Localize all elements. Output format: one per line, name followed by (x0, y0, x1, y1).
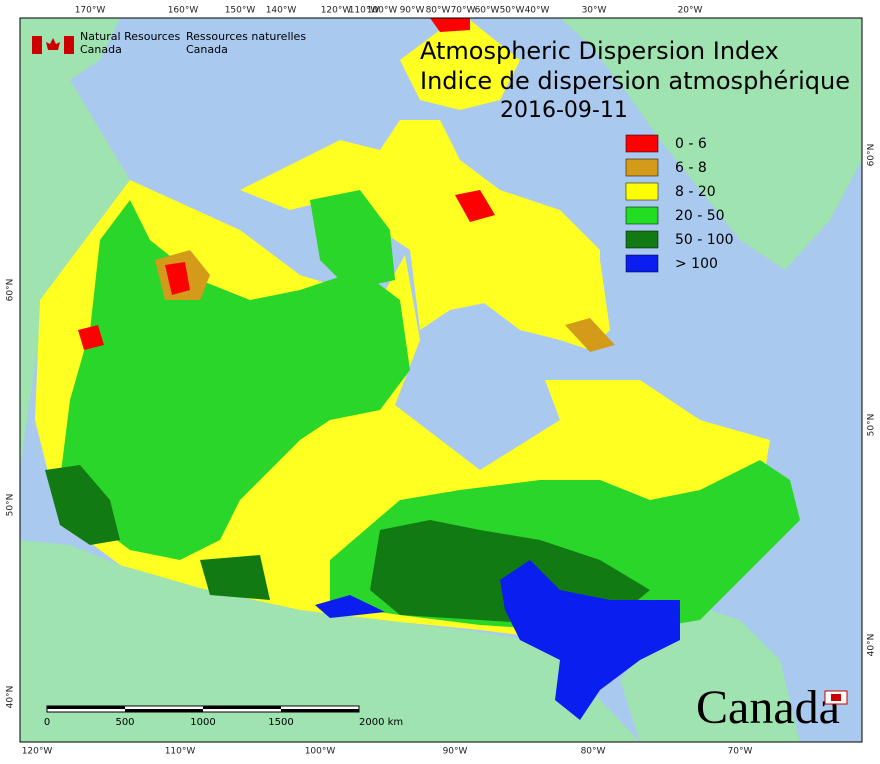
alaska (20, 18, 130, 470)
zone-red-3 (78, 325, 104, 350)
top-label: 40°W (525, 6, 550, 16)
agency-fr: Canada (186, 43, 228, 56)
bottom-label: 80°W (581, 747, 606, 757)
zone-blue-west (315, 595, 385, 618)
zone-blue (500, 560, 680, 720)
title: Indice de dispersion atmosphérique (420, 67, 850, 95)
flag-left (32, 36, 42, 54)
legend-swatch (625, 254, 659, 273)
zone-green-nw (310, 190, 395, 290)
bottom-label: 70°W (728, 747, 753, 757)
agency-en: Natural Resources (80, 30, 181, 43)
legend-swatch (625, 134, 659, 153)
bottom-label: 110°W (165, 747, 196, 757)
top-label: 60°W (475, 6, 500, 16)
top-label: 30°W (582, 6, 607, 16)
legend-label: 6 - 8 (675, 160, 707, 176)
top-label: 90°W (400, 6, 425, 16)
greenland (560, 18, 862, 270)
wordmark: Canada (696, 681, 840, 734)
flag-right (64, 36, 74, 54)
top-label: 100°W (367, 6, 398, 16)
agency-en: Canada (80, 43, 122, 56)
zone-red (165, 262, 190, 295)
top-label: 140°W (266, 6, 297, 16)
zone-dark-green-south (200, 555, 270, 600)
top-label: 80°W (426, 6, 451, 16)
title: Atmospheric Dispersion Index (420, 37, 779, 65)
legend-swatch (625, 230, 659, 249)
right-label: 50°N (867, 414, 877, 437)
right-label: 40°N (867, 634, 877, 657)
map-frame (19, 17, 863, 743)
scale-bar-segment (125, 709, 203, 712)
scale-label: 1500 (268, 717, 293, 728)
legend-label: 8 - 20 (675, 184, 716, 200)
bottom-label: 120°W (22, 747, 53, 757)
bottom-label: 90°W (443, 747, 468, 757)
ellesmere (400, 20, 520, 110)
date: 2016-09-11 (500, 98, 628, 123)
scale-label: 500 (115, 717, 134, 728)
zone-dark-green-west (45, 465, 120, 545)
scale-bar-segment (47, 706, 125, 709)
wordmark-leaf (831, 694, 841, 701)
usa (20, 540, 640, 742)
scale-bar-segment (281, 709, 359, 712)
zone-orange-2 (565, 318, 615, 352)
legend-label: > 100 (675, 256, 718, 272)
top-label: 160°W (168, 6, 199, 16)
scale-label: 0 (44, 717, 50, 728)
legend-swatch (625, 206, 659, 225)
top-label: 20°W (678, 6, 703, 16)
left-label: 40°N (6, 686, 16, 709)
map-area (20, 18, 862, 742)
legend-label: 20 - 50 (675, 208, 725, 224)
left-label: 60°N (6, 279, 16, 302)
zone-red-2 (455, 190, 495, 222)
legend-swatch (625, 182, 659, 201)
flag-leaf (46, 38, 60, 50)
legend-swatch (625, 158, 659, 177)
nrcan-logo (32, 36, 74, 54)
baffin (440, 190, 610, 350)
top-label: 170°W (75, 6, 106, 16)
top-label: 110°W (349, 6, 380, 16)
zone-red-north (430, 18, 470, 32)
agency-fr: Ressources naturelles (186, 30, 306, 43)
top-label: 70°W (451, 6, 476, 16)
left-label: 50°N (6, 494, 16, 517)
right-label: 60°N (867, 144, 877, 167)
legend-label: 0 - 6 (675, 136, 707, 152)
top-label: 50°W (500, 6, 525, 16)
legend-label: 50 - 100 (675, 232, 734, 248)
scale-bar (46, 705, 360, 713)
top-label: 150°W (225, 6, 256, 16)
scale-label: 2000 km (359, 717, 403, 728)
bottom-label: 100°W (305, 747, 336, 757)
top-label: 120°W (321, 6, 352, 16)
zone-green (60, 200, 410, 560)
scale-label: 1000 (190, 717, 215, 728)
scale-bar-segment (203, 706, 281, 709)
